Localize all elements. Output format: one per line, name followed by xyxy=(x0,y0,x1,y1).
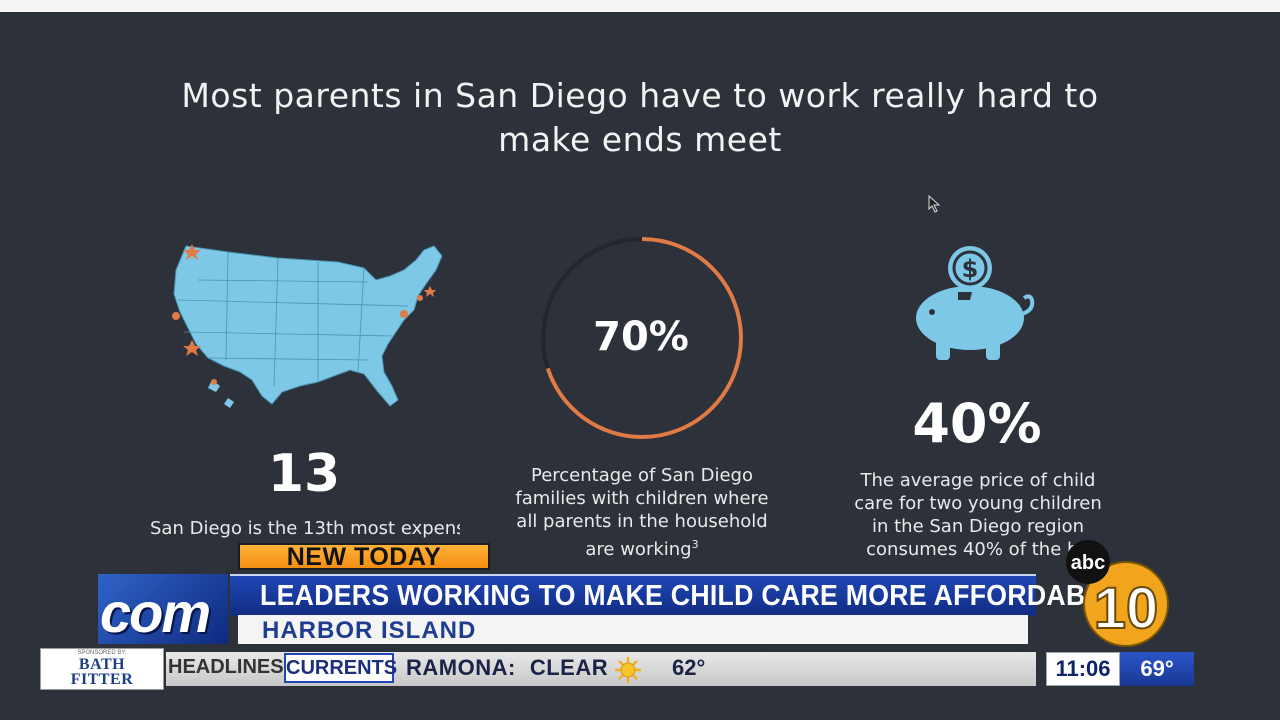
sponsor-line-1: BATH xyxy=(78,656,126,673)
stat-13-value: 13 xyxy=(267,444,341,504)
sponsor-box: SPONSORED BY: BATH FITTER xyxy=(40,648,164,690)
stat-13-description: San Diego is the 13th most expensive xyxy=(150,517,460,540)
stat-40-line-1: The average price of child xyxy=(860,470,1096,491)
stat-70-line-4: are working xyxy=(585,539,692,560)
weather-condition: CLEAR xyxy=(529,655,609,680)
top-strip xyxy=(0,0,1280,12)
sponsor-line-2: FITTER xyxy=(70,671,134,688)
slide-title: Most parents in San Diego have to work r… xyxy=(181,76,1099,159)
stat-70-value: 70% xyxy=(593,314,689,360)
mouse-cursor-icon xyxy=(928,195,941,213)
stat-70-line-3: all parents in the household xyxy=(516,511,768,532)
sponsor-label: SPONSORED BY: xyxy=(77,650,127,656)
logo-abc: abc xyxy=(1071,552,1105,574)
new-today-tag: NEW TODAY xyxy=(238,543,490,570)
abc10-logo: 10 abc xyxy=(1066,540,1169,647)
stat-40-line-4: consumes 40% of the bu xyxy=(866,539,1090,560)
usa-map-icon xyxy=(172,244,443,408)
current-temp: 69° xyxy=(1120,652,1194,686)
location-bar: HARBOR ISLAND xyxy=(238,615,1028,644)
clock: 11:06 xyxy=(1046,652,1120,686)
stat-40-line-2: care for two young children xyxy=(854,493,1102,514)
footnote-marker: 3 xyxy=(691,538,699,551)
ticker-weather: RAMONA: CLEAR xyxy=(406,655,608,681)
stat-13-line: San Diego is the 13th most expensive xyxy=(150,518,460,539)
headline-bar: LEADERS WORKING TO MAKE CHILD CARE MORE … xyxy=(230,574,1120,616)
ticker-bar: HEADLINES CURRENTS RAMONA: CLEAR 62° xyxy=(166,652,1036,686)
piggy-bank-icon: $ xyxy=(916,246,1035,360)
promo-graphic: com xyxy=(98,574,228,644)
location-text: HARBOR ISLAND xyxy=(262,617,477,644)
weather-temp: 62° xyxy=(672,655,706,680)
headline-text: LEADERS WORKING TO MAKE CHILD CARE MORE … xyxy=(260,580,1121,612)
stat-70-line-2: families with children where xyxy=(515,488,769,509)
ticker-section-label: HEADLINES xyxy=(168,656,284,678)
stat-40-line-3: in the San Diego region xyxy=(871,516,1084,537)
sun-icon xyxy=(615,657,641,683)
ticker-current-tab: CURRENTS xyxy=(284,653,397,683)
logo-number: 10 xyxy=(1094,576,1159,641)
stat-40-description: The average price of child care for two … xyxy=(830,469,1126,561)
promo-text: com xyxy=(100,581,211,644)
progress-ring-fill xyxy=(541,237,743,439)
progress-ring xyxy=(541,237,743,439)
svg-text:$: $ xyxy=(962,255,979,283)
weather-city: RAMONA: xyxy=(406,655,516,680)
stat-70-description: Percentage of San Diego families with ch… xyxy=(490,464,794,561)
stat-40-value: 40% xyxy=(912,392,1042,455)
stat-70-line-1: Percentage of San Diego xyxy=(530,465,753,486)
